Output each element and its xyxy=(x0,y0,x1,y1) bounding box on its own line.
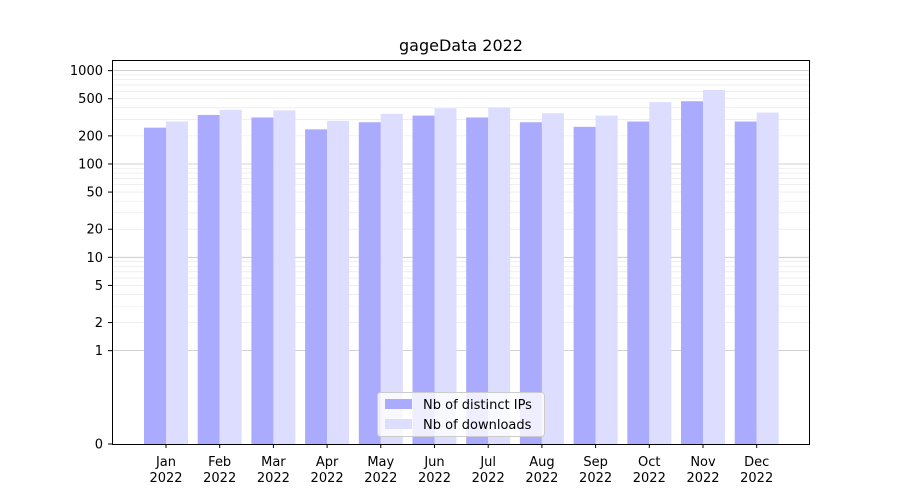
y-tick-label: 5 xyxy=(95,279,103,294)
bar-distinct-ips xyxy=(197,114,220,444)
x-tick-label: Dec 2022 xyxy=(740,455,773,486)
y-tick-label: 1000 xyxy=(70,64,103,79)
y-tick-label: 1 xyxy=(95,344,103,359)
legend-label: Nb of distinct IPs xyxy=(423,398,532,413)
bar-downloads xyxy=(273,110,296,444)
bar-downloads xyxy=(488,107,511,444)
x-tick-label: Mar 2022 xyxy=(257,455,290,486)
bar-distinct-ips xyxy=(412,115,435,444)
bar-distinct-ips xyxy=(519,122,542,445)
bar-downloads xyxy=(703,90,725,445)
x-tick-label: Apr 2022 xyxy=(311,455,344,486)
plot-area-frame xyxy=(112,60,810,445)
bar-distinct-ips xyxy=(305,129,328,444)
x-tick-label: Sep 2022 xyxy=(579,455,612,486)
x-tick-label: May 2022 xyxy=(364,455,397,486)
x-tick-label: Jan 2022 xyxy=(149,455,182,486)
x-axis: Jan 2022 Feb 2022 Mar 2022 Apr 2022 May 2022 Jun 20… xyxy=(149,444,773,486)
y-tick-label: 50 xyxy=(86,186,103,201)
bar-distinct-ips xyxy=(681,101,703,445)
bar-distinct-ips xyxy=(627,121,650,444)
bar-distinct-ips xyxy=(144,127,166,445)
bar-distinct-ips xyxy=(358,122,381,445)
bar-distinct-ips xyxy=(466,117,489,445)
y-axis: 0 1 2 5 10 20 50 100 200 500 1000 xyxy=(70,64,112,453)
bar-distinct-ips xyxy=(734,121,757,444)
legend-swatch xyxy=(385,399,412,409)
legend-swatch xyxy=(385,419,412,429)
bar-downloads xyxy=(380,113,403,445)
bar-downloads xyxy=(219,109,242,444)
x-tick-label: Feb 2022 xyxy=(203,455,236,486)
y-tick-label: 10 xyxy=(86,251,103,266)
bar-downloads xyxy=(327,120,350,444)
x-tick-label: Jun 2022 xyxy=(418,455,451,486)
y-tick-label: 200 xyxy=(78,129,103,144)
y-tick-label: 20 xyxy=(86,223,103,238)
legend: Nb of distinct IPs Nb of downloads xyxy=(377,392,545,437)
x-tick-label: Oct 2022 xyxy=(633,455,666,486)
bar-downloads xyxy=(434,108,457,444)
bar-downloads xyxy=(756,112,779,445)
x-tick-label: Nov 2022 xyxy=(686,455,719,486)
bar-distinct-ips xyxy=(573,126,596,444)
x-tick-label: Aug 2022 xyxy=(525,455,558,486)
y-tick-label: 100 xyxy=(78,157,103,172)
y-tick-label: 500 xyxy=(78,92,103,107)
y-tick-label: 2 xyxy=(95,316,103,331)
bar-downloads xyxy=(595,115,618,444)
bar-distinct-ips xyxy=(251,117,274,445)
bar-downloads xyxy=(541,113,564,445)
chart-title: gageData 2022 xyxy=(399,36,523,55)
x-tick-label: Jul 2022 xyxy=(472,455,505,486)
legend-label: Nb of downloads xyxy=(423,418,532,433)
bar-downloads xyxy=(166,121,188,444)
bars xyxy=(144,90,779,445)
legend-box xyxy=(377,392,545,437)
bar-downloads xyxy=(649,102,672,445)
y-tick-label: 0 xyxy=(95,438,103,453)
